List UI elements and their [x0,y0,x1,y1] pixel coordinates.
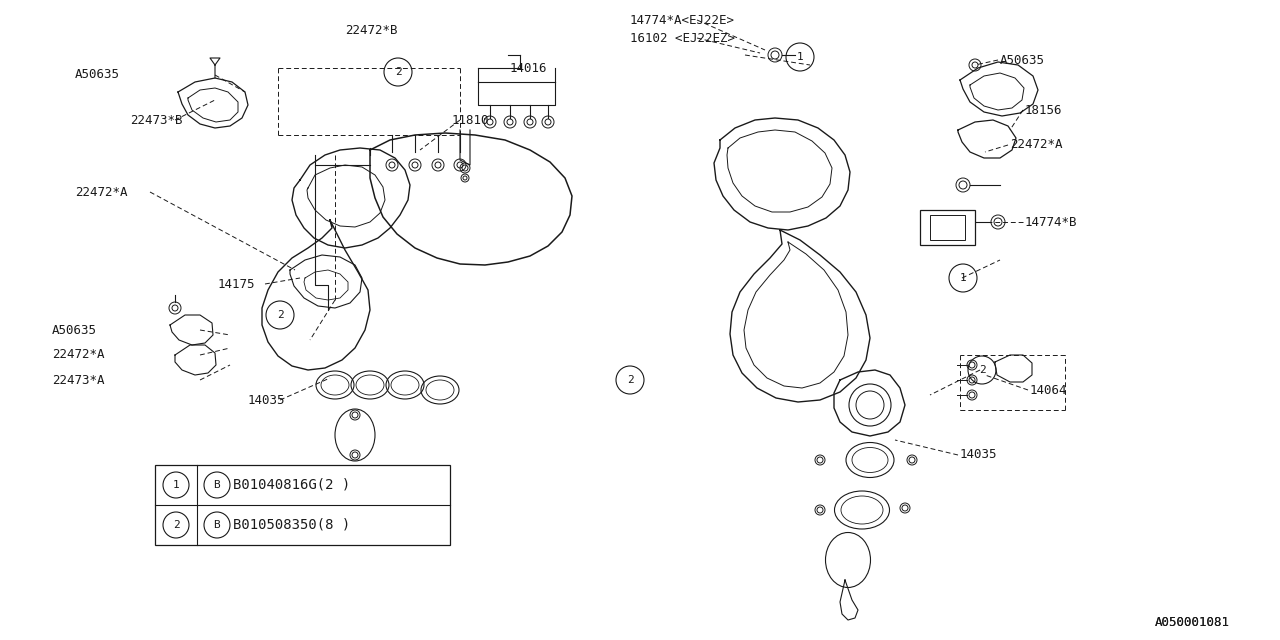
Text: 1: 1 [960,273,966,283]
Text: A50635: A50635 [76,68,120,81]
Text: 14035: 14035 [248,394,285,406]
Text: 22472*A: 22472*A [1010,138,1062,152]
Text: 22473*B: 22473*B [131,113,183,127]
Text: 22473*A: 22473*A [52,374,105,387]
Text: 2: 2 [276,310,283,320]
Text: A50635: A50635 [52,323,97,337]
Text: B01040816G(2 ): B01040816G(2 ) [233,478,351,492]
Text: 14035: 14035 [960,449,997,461]
Text: 14774*B: 14774*B [1025,216,1078,228]
Text: 11810: 11810 [452,113,489,127]
Text: 1: 1 [173,480,179,490]
Bar [155,465,451,545]
Text: 1: 1 [796,52,804,62]
Text: 2: 2 [394,67,402,77]
Text: 14016: 14016 [509,61,548,74]
Text: A050001081: A050001081 [1155,616,1230,628]
Bar [931,215,965,240]
Bar [920,210,975,245]
Text: 2: 2 [173,520,179,530]
Text: A050001081: A050001081 [1155,616,1230,628]
Text: 16102 <EJ22EZ>: 16102 <EJ22EZ> [630,31,735,45]
Text: 2: 2 [627,375,634,385]
Text: B: B [214,480,220,490]
Text: 14175: 14175 [218,278,256,291]
Text: 22472*A: 22472*A [76,186,128,198]
Text: 22472*A: 22472*A [52,349,105,362]
Text: 14774*A<EJ22E>: 14774*A<EJ22E> [630,13,735,26]
Text: 18156: 18156 [1025,104,1062,116]
Text: 14064: 14064 [1030,383,1068,397]
Text: A50635: A50635 [1000,54,1044,67]
Text: 2: 2 [979,365,986,375]
Text: B010508350(8 ): B010508350(8 ) [233,518,351,532]
Text: B: B [214,520,220,530]
Text: 22472*B: 22472*B [346,24,398,36]
